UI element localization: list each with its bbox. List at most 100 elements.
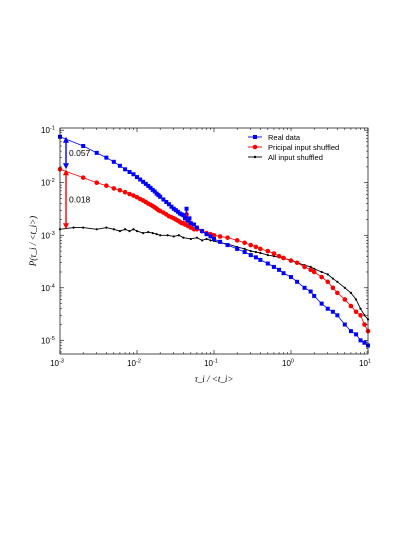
data-point — [330, 309, 335, 314]
data-point — [117, 163, 122, 168]
data-point — [212, 236, 216, 241]
data-point — [81, 143, 86, 148]
data-point — [342, 322, 347, 327]
data-point — [253, 255, 258, 260]
data-point — [362, 340, 367, 345]
data-point — [266, 253, 269, 257]
data-point — [181, 213, 186, 218]
data-point — [155, 233, 158, 236]
series-pricipal-input-shuffled — [57, 167, 371, 334]
data-point — [104, 155, 109, 160]
x-tick-exponent: 0 — [291, 359, 294, 365]
legend-marker — [253, 155, 257, 159]
legend-marker — [252, 144, 258, 150]
data-point — [336, 280, 339, 283]
y-tick-label: 10-1 — [41, 126, 55, 136]
x-tick-exponent: -3 — [59, 359, 64, 365]
y-tick-base: 10 — [41, 126, 50, 135]
data-point — [225, 243, 230, 248]
data-point — [164, 199, 169, 204]
y-tick-base: 10 — [41, 179, 50, 188]
y-axis-label: P(τ_i / <t_i>) — [28, 216, 38, 267]
data-point — [209, 239, 212, 242]
data-point — [242, 240, 247, 246]
y-tick-base: 10 — [41, 284, 50, 293]
data-point — [281, 271, 286, 276]
x-tick-label: 101 — [359, 359, 371, 369]
data-point — [208, 234, 213, 239]
legend-marker — [253, 135, 257, 139]
data-point — [123, 167, 128, 172]
legend-label: Pricipal input shuffled — [268, 143, 339, 152]
data-point — [166, 202, 171, 207]
data-point — [80, 175, 86, 180]
data-point — [173, 208, 178, 213]
data-point — [312, 293, 317, 298]
data-point — [363, 314, 366, 317]
data-point — [169, 204, 174, 209]
data-point — [135, 175, 139, 180]
data-point — [277, 267, 282, 272]
data-point — [265, 261, 270, 266]
data-point — [302, 285, 307, 290]
x-axis-label: τ_i / <t_i> — [195, 374, 234, 384]
data-point — [354, 298, 358, 301]
data-point — [343, 286, 346, 289]
data-point — [358, 312, 363, 318]
data-point — [276, 253, 282, 259]
data-point — [158, 194, 163, 199]
data-point — [362, 322, 367, 327]
data-point — [259, 251, 262, 255]
data-point — [353, 309, 359, 315]
data-point — [309, 265, 312, 269]
data-point — [187, 216, 192, 221]
annotations: 0.057 0.018 — [63, 136, 91, 230]
annotation-arrow: 0.018 — [63, 169, 91, 230]
data-point — [254, 250, 257, 254]
data-point — [182, 236, 185, 239]
data-point — [200, 239, 204, 242]
data-point — [281, 255, 286, 261]
data-point — [189, 237, 192, 241]
data-point — [182, 216, 187, 221]
data-point — [326, 273, 329, 276]
data-point — [325, 306, 330, 311]
y-tick-label: 10-3 — [41, 231, 55, 241]
x-tick-base: 10 — [359, 359, 368, 368]
annotation-label: 0.018 — [69, 194, 91, 204]
x-tick-base: 10 — [127, 359, 136, 368]
y-tick-exponent: -2 — [50, 178, 55, 184]
data-point — [359, 307, 362, 310]
data-point — [195, 236, 199, 239]
data-point — [253, 244, 259, 250]
data-point — [342, 297, 348, 302]
data-point — [72, 226, 75, 229]
series-line — [59, 227, 369, 320]
x-tick-label: 10-2 — [127, 359, 141, 369]
data-point — [112, 228, 115, 231]
x-tick-label: 10-1 — [204, 359, 218, 369]
data-point — [319, 301, 324, 306]
data-point — [150, 187, 155, 192]
data-point — [105, 226, 108, 229]
legend-label: All input shuffled — [268, 153, 323, 162]
data-point — [151, 231, 154, 235]
annotation-arrow: 0.057 — [63, 136, 91, 170]
data-point — [235, 246, 240, 251]
data-point — [111, 159, 116, 164]
data-point — [248, 253, 253, 258]
data-point — [138, 177, 143, 182]
data-point — [295, 279, 300, 284]
legend-entry-real-data: Real data — [248, 133, 301, 142]
data-point — [358, 338, 363, 343]
data-point — [218, 239, 223, 244]
data-point — [104, 183, 109, 188]
y-tick-exponent: -4 — [50, 283, 55, 289]
data-point — [243, 247, 246, 251]
x-tick-label: 10-3 — [50, 359, 64, 369]
data-point — [147, 230, 150, 234]
data-point — [132, 228, 135, 231]
data-point — [330, 285, 336, 291]
data-point — [331, 277, 334, 280]
